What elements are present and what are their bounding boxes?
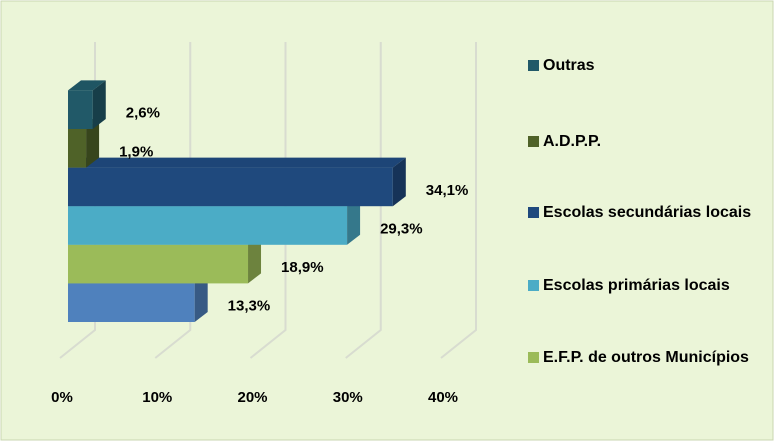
legend-label: A.D.P.P. xyxy=(543,133,602,150)
legend-swatch xyxy=(528,207,539,218)
grid-line xyxy=(249,42,287,359)
grid-line xyxy=(440,42,477,359)
grid-line xyxy=(345,42,382,359)
x-tick-label: 20% xyxy=(237,389,267,406)
legend-label: Escolas secundárias locais xyxy=(543,204,752,221)
legend-label: E.F.P. de outros Municípios xyxy=(543,349,749,366)
bar xyxy=(68,206,348,245)
legend-entry: Escolas primárias locais xyxy=(526,272,758,299)
legend-swatch xyxy=(528,136,539,147)
value-label: 18,9% xyxy=(281,259,324,276)
bar-side xyxy=(194,273,208,322)
bar-side xyxy=(86,119,100,168)
grid-line xyxy=(154,42,192,359)
legend-label: Outras xyxy=(543,57,595,74)
bar xyxy=(68,167,393,207)
value-label: 29,3% xyxy=(380,220,423,237)
legend-entry: A.D.P.P. xyxy=(526,128,758,155)
value-label: 13,3% xyxy=(228,298,271,315)
bar-top xyxy=(68,157,406,168)
value-label: 1,9% xyxy=(119,143,153,160)
value-label: 34,1% xyxy=(426,182,469,199)
bar xyxy=(68,90,93,129)
x-tick-label: 30% xyxy=(333,389,363,406)
legend-swatch xyxy=(528,352,539,363)
legend-label: Escolas primárias locais xyxy=(543,277,730,294)
legend-entry: Escolas secundárias locais xyxy=(526,199,758,226)
bar-top xyxy=(68,80,106,91)
x-tick-label: 0% xyxy=(51,389,73,406)
bar-side xyxy=(248,234,262,284)
x-tick-label: 10% xyxy=(142,389,172,406)
bar-side xyxy=(347,196,361,245)
bar xyxy=(68,283,195,322)
bar-side xyxy=(92,80,106,129)
legend-entry: Outras xyxy=(526,52,758,79)
bar-side xyxy=(392,157,406,207)
bar xyxy=(68,244,249,284)
value-label: 2,6% xyxy=(126,105,160,122)
x-tick-label: 40% xyxy=(428,389,458,406)
legend-entry: E.F.P. de outros Municípios xyxy=(526,344,758,371)
bar xyxy=(68,129,87,168)
legend-swatch xyxy=(528,280,539,291)
legend-swatch xyxy=(528,60,539,71)
